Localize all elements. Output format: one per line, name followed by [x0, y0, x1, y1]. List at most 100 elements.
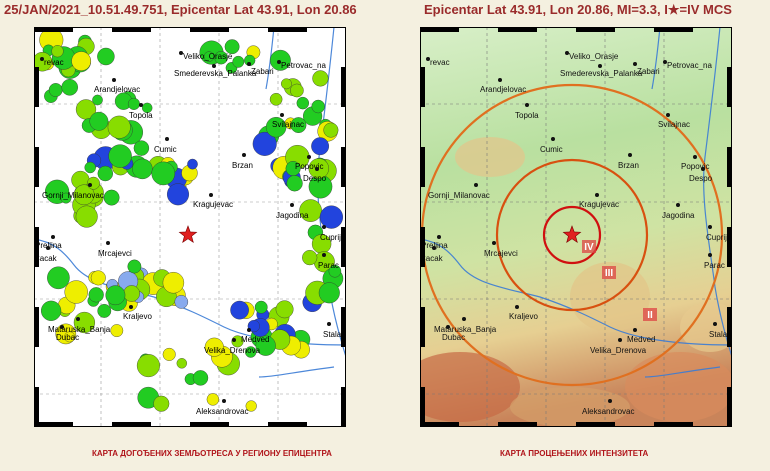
left-city-label: Mataruska_Banja [48, 325, 111, 334]
left-city-marker [139, 103, 143, 107]
left-city-marker [290, 203, 294, 207]
right-intensity-label: III [605, 268, 614, 279]
left-event-circle [296, 96, 309, 110]
right-terrain-hill [510, 387, 630, 427]
right-city-label: Dubac [442, 333, 465, 342]
left-event-circle [97, 165, 114, 182]
left-city-marker [106, 241, 110, 245]
left-event-circle [230, 300, 249, 320]
left-event-circle [73, 311, 95, 334]
left-epicenter-star [178, 225, 198, 243]
left-event-circle [51, 45, 64, 58]
left-event-circle [323, 122, 339, 138]
left-city-marker [232, 338, 236, 342]
right-city-label: Mataruska_Banja [434, 325, 497, 334]
right-terrain-hill [570, 262, 650, 332]
left-city-marker [112, 78, 116, 82]
right-terrain-hill [455, 137, 525, 177]
right-river [651, 26, 661, 90]
left-event-circle [206, 393, 220, 406]
left-event-circle [88, 287, 104, 303]
right-city-marker [492, 241, 496, 245]
right-map: revac Veliko_Orasje Smederevska_Palanka Zab… [392, 16, 761, 440]
left-city-marker [212, 64, 216, 68]
left-event-circle [244, 346, 257, 358]
right-city-label: Brzan [618, 161, 639, 170]
right-terrain-hill [680, 302, 740, 352]
left-city-marker [60, 325, 64, 329]
left-event-circle [290, 83, 304, 98]
right-city-marker [666, 113, 670, 117]
left-event-circle [311, 99, 325, 114]
left-event-circle [312, 70, 329, 87]
right-city-label: Jagodina [662, 211, 695, 220]
left-city-marker [88, 183, 92, 187]
left-city-label: Parac [318, 261, 339, 270]
left-event-circle [92, 94, 103, 106]
left-city-marker [179, 51, 183, 55]
left-event-circle [203, 51, 215, 62]
left-event-circle [162, 271, 185, 294]
left-event-circle [141, 102, 153, 114]
left-event-circle [299, 199, 322, 222]
left-map-caption: КАРТА ДОГОЂЕНИХ ЗЕМЉОТРЕСА У РЕГИОНУ ЕПИ… [92, 449, 332, 458]
right-city-marker [525, 103, 529, 107]
right-city-label: Cuprija [706, 233, 732, 242]
right-city-label: Kragujevac [579, 200, 619, 209]
left-city-marker [76, 317, 80, 321]
left-event-circle [110, 324, 124, 337]
left-city-label: Dubac [56, 333, 79, 342]
right-intensity-label: IV [584, 242, 594, 253]
right-intensity-label: II [647, 310, 653, 321]
left-event-circle [89, 111, 109, 131]
right-city-marker [474, 183, 478, 187]
right-city-label: Kraljevo [509, 312, 538, 321]
right-city-marker [663, 60, 667, 64]
left-city-label: revac [44, 58, 64, 67]
left-event-circle [254, 300, 268, 314]
right-city-marker [446, 325, 450, 329]
left-event-circle [97, 47, 115, 66]
right-city-label: Velika_Drenova [590, 346, 647, 355]
left-city-marker [315, 167, 319, 171]
left-event-circle [84, 161, 96, 174]
right-map-caption: КАРТА ПРОЦЕЊЕНИХ ИНТЕНЗИТЕТА [500, 449, 649, 458]
left-map: revac Veliko_Orasje Smederevska_Palanka Zab… [6, 16, 375, 440]
right-city-label: Topola [515, 111, 539, 120]
left-event-circle [269, 49, 291, 71]
right-city-marker [551, 137, 555, 141]
right-city-marker [708, 225, 712, 229]
left-event-circle [103, 189, 120, 206]
right-terrain-hill [625, 352, 735, 422]
left-event-circle [214, 51, 228, 65]
right-city-label: Svilajnac [658, 120, 690, 129]
right-city-label: Stala [709, 330, 728, 339]
left-city-label: Stala [323, 330, 342, 339]
left-event-circle [64, 331, 75, 343]
left-event-circle [318, 282, 340, 304]
right-city-marker [432, 246, 436, 250]
right-epicenter-star [562, 225, 582, 243]
left-city-label: Despo [303, 174, 327, 183]
left-event-circle [153, 395, 170, 412]
left-event-circle [290, 117, 307, 134]
left-event-circle [280, 78, 292, 90]
left-event-circle [302, 250, 318, 266]
left-city-label: Svilajnac [272, 120, 304, 129]
left-event-circle [224, 39, 240, 55]
left-event-circle [252, 131, 277, 156]
left-city-label: Topola [129, 111, 153, 120]
left-event-circle [166, 183, 189, 206]
right-city-label: Despo [689, 174, 713, 183]
left-city-marker [40, 57, 44, 61]
left-city-label: Velika_Drenova [204, 346, 261, 355]
left-city-label: Popovic [295, 162, 323, 171]
right-city-label: Smederevska_Palanka [560, 69, 643, 78]
left-event-circle [192, 370, 209, 386]
left-event-circle [61, 78, 79, 96]
left-city-label: Veliko_Orasje [183, 52, 233, 61]
right-city-label: Parac [704, 261, 725, 270]
left-city-marker [307, 155, 311, 159]
left-city-label: Jagodina [276, 211, 309, 220]
right-map-title: Epicentar Lat 43.91, Lon 20.86, MI=3.3, … [424, 2, 732, 17]
